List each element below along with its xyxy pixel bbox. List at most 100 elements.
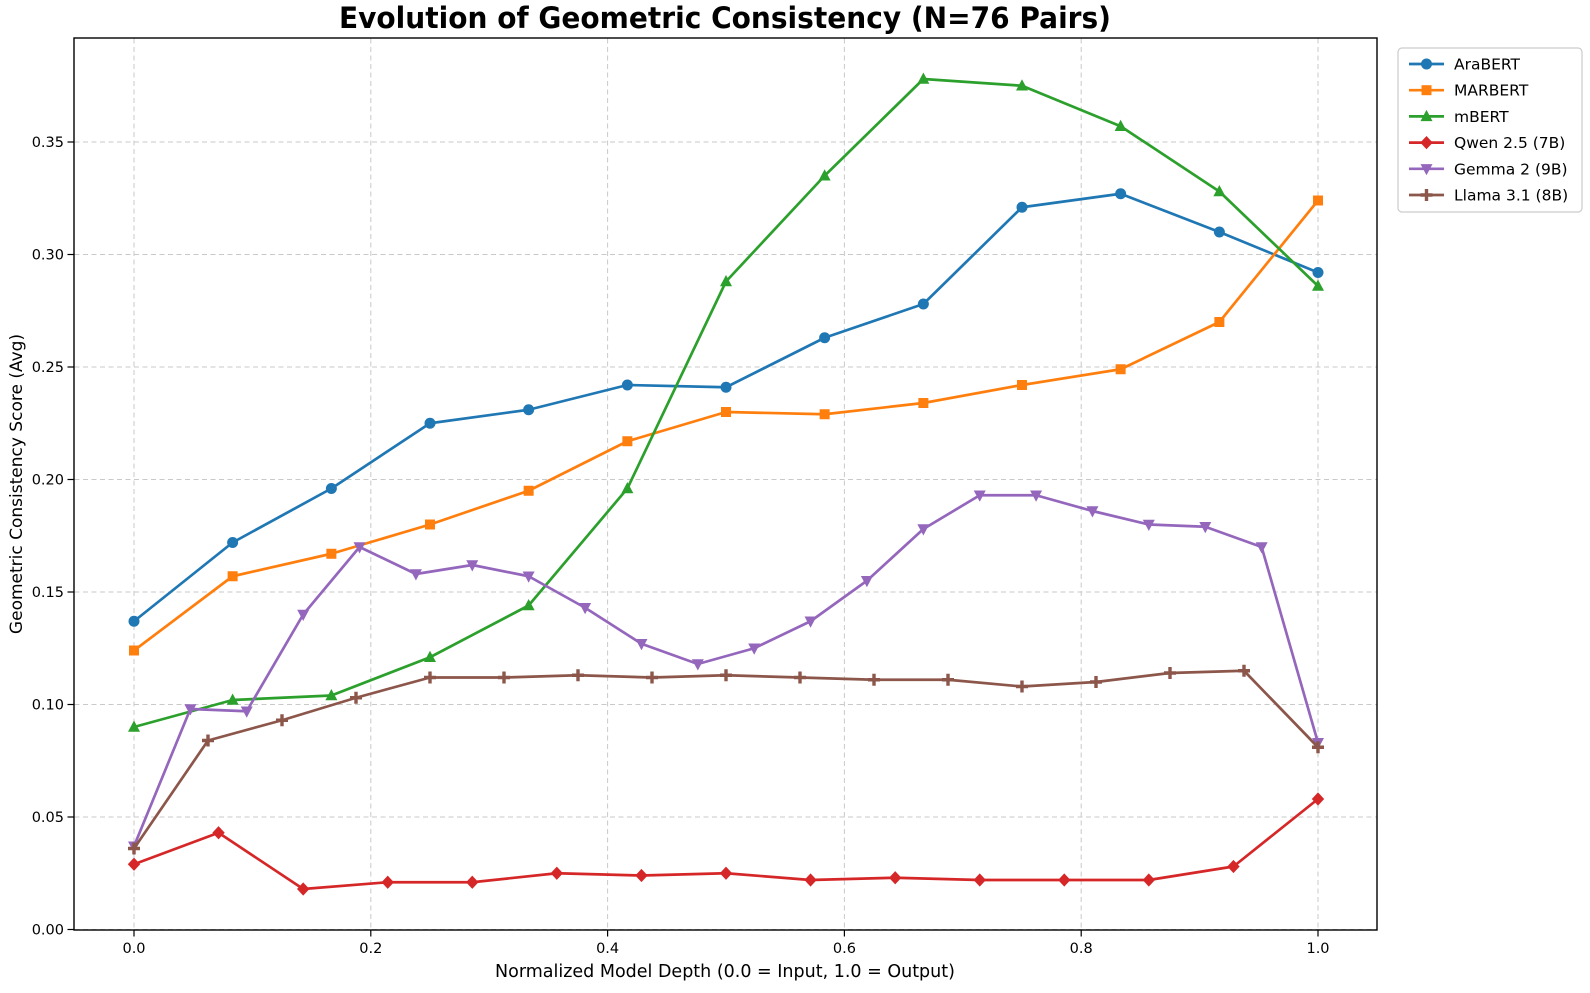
square-marker: [1214, 317, 1225, 327]
x-tick-label: 0.6: [833, 941, 856, 957]
triangle-down-marker: [522, 571, 535, 583]
circle-marker: [227, 537, 239, 548]
square-marker: [1017, 380, 1027, 390]
square-marker: [721, 407, 731, 417]
triangle-up-marker: [424, 650, 436, 662]
circle-marker: [1312, 267, 1324, 278]
square-marker: [1115, 364, 1126, 375]
square-marker: [918, 398, 929, 408]
plus-marker: [1090, 676, 1102, 688]
triangle-up-marker: [128, 720, 140, 732]
plus-marker: [202, 734, 214, 747]
triangle-down-marker: [579, 603, 592, 615]
legend-item-llama-3-1-8b-: Llama 3.1 (8B): [1409, 187, 1568, 205]
plus-marker: [1238, 664, 1250, 677]
y-tick-label: 0.15: [32, 585, 64, 601]
triangle-down-marker: [1142, 519, 1155, 531]
plus-marker: [498, 671, 510, 684]
series-gemma-2-9b-: [128, 490, 1324, 853]
triangle-up-marker: [325, 689, 338, 701]
triangle-down-marker: [184, 704, 197, 716]
series-marbert: [129, 195, 1323, 656]
diamond-marker: [466, 875, 479, 889]
series-mbert: [128, 72, 1324, 732]
triangle-up-marker: [522, 599, 535, 611]
triangle-down-marker: [973, 490, 986, 502]
diamond-marker: [1420, 136, 1433, 150]
triangle-down-marker: [466, 560, 479, 572]
plus-marker: [1016, 680, 1028, 693]
triangle-down-marker: [804, 616, 817, 628]
legend-item-marbert: MARBERT: [1409, 82, 1529, 100]
triangle-up-marker: [818, 169, 831, 181]
plus-marker: [646, 671, 658, 684]
plus-marker: [128, 842, 140, 855]
plus-marker: [868, 673, 880, 686]
legend-item-gemma-2-9b-: Gemma 2 (9B): [1409, 160, 1568, 178]
triangle-up-marker: [226, 693, 239, 705]
circle-marker: [128, 615, 140, 627]
series-llama-3-1-8b-: [128, 664, 1324, 855]
diamond-marker: [973, 873, 986, 887]
legend-label: Gemma 2 (9B): [1454, 160, 1568, 178]
triangle-down-marker: [691, 659, 704, 671]
legend-item-arabert: AraBERT: [1409, 56, 1521, 74]
diamond-marker: [635, 868, 648, 883]
circle-marker: [720, 381, 732, 393]
square-marker: [227, 571, 238, 582]
series-group: [127, 72, 1325, 896]
y-tick-label: 0.35: [32, 135, 64, 151]
triangle-down-marker: [860, 576, 873, 588]
triangle-up-marker: [720, 275, 732, 287]
y-tick-label: 0.00: [32, 923, 64, 939]
circle-marker: [1016, 201, 1028, 213]
triangle-down-marker: [1086, 506, 1099, 518]
axis-ticks: 0.0 0.2 0.4 0.6 0.8 1.0 0.00 0.05 0.10 0.15 0.20 0.…: [32, 135, 1330, 957]
diamond-marker: [1058, 873, 1071, 887]
circle-marker: [523, 404, 535, 416]
triangle-down-marker: [1030, 490, 1043, 502]
circle-marker: [819, 332, 831, 344]
square-marker: [819, 409, 830, 420]
plus-marker: [942, 673, 954, 686]
series-qwen-2-5-7b-: [127, 792, 1325, 896]
diamond-marker: [888, 871, 902, 885]
series-arabert: [128, 188, 1324, 627]
triangle-down-marker: [240, 706, 253, 718]
y-tick-label: 0.05: [32, 810, 64, 826]
square-marker: [425, 519, 435, 530]
triangle-down-marker: [635, 639, 648, 651]
diamond-marker: [719, 866, 733, 880]
triangle-up-marker: [1420, 109, 1433, 122]
y-tick-label: 0.20: [32, 473, 64, 489]
x-tick-label: 1.0: [1306, 941, 1329, 957]
triangle-up-marker: [1114, 119, 1127, 131]
x-tick-label: 0.4: [596, 941, 619, 957]
legend-label: AraBERT: [1454, 56, 1521, 74]
circle-marker: [1213, 226, 1225, 238]
plus-marker: [572, 669, 584, 682]
triangle-up-marker: [621, 482, 634, 494]
circle-marker: [917, 298, 929, 310]
diamond-marker: [1227, 859, 1240, 874]
circle-marker: [621, 379, 633, 391]
circle-marker: [1421, 58, 1432, 70]
triangle-down-marker: [1199, 522, 1212, 534]
square-marker: [326, 548, 337, 559]
x-tick-label: 0.0: [122, 941, 145, 957]
triangle-down-marker: [297, 609, 310, 621]
gridlines: [74, 38, 1377, 930]
legend: AraBERT MARBERT mBERT Qwen 2.5 (7B) Gemma 2 …: [1397, 47, 1583, 213]
triangle-down-marker: [917, 524, 930, 536]
plus-marker: [1164, 667, 1176, 679]
triangle-up-marker: [1312, 279, 1324, 291]
legend-label: Llama 3.1 (8B): [1454, 187, 1568, 205]
circle-marker: [325, 483, 337, 494]
y-axis-label: Geometric Consistency Score (Avg): [7, 334, 27, 634]
triangle-down-marker: [409, 569, 422, 581]
plot-border: [73, 37, 1378, 931]
triangle-up-marker: [1016, 79, 1028, 91]
plus-marker: [1312, 741, 1324, 754]
square-marker: [1313, 195, 1323, 206]
